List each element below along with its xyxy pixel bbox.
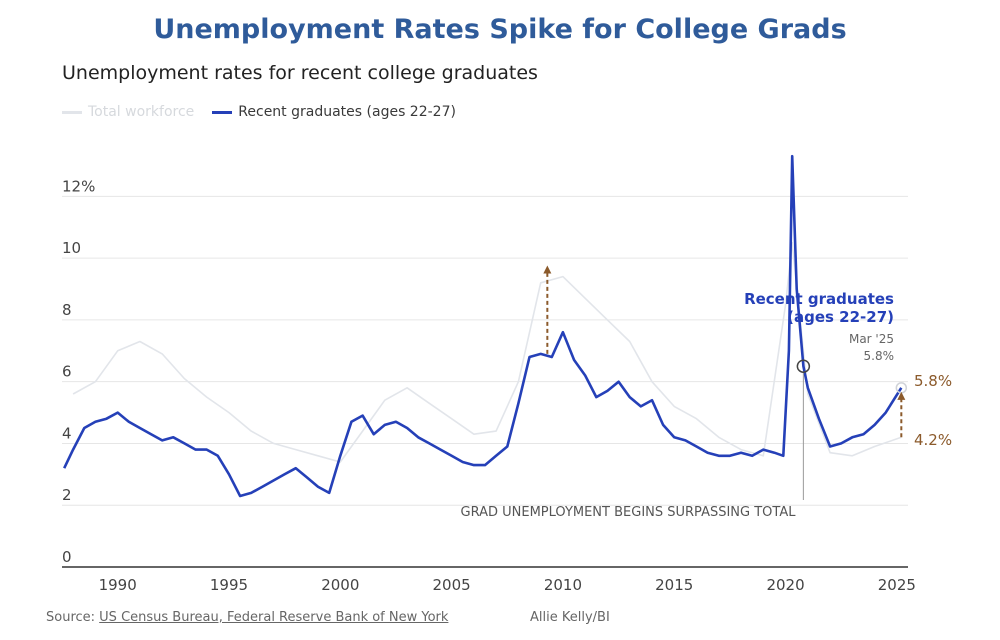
credit: Allie Kelly/BI xyxy=(530,610,610,625)
surpass-marker-circle xyxy=(796,359,811,373)
y-tick-label: 4 xyxy=(62,424,72,442)
x-tick-label: 2010 xyxy=(544,576,582,594)
source-note: Source: US Census Bureau, Federal Reserv… xyxy=(46,610,448,625)
mar25-value: 5.8% xyxy=(864,349,895,363)
headline: Unemployment Rates Spike for College Gra… xyxy=(153,14,847,45)
y-tick-label: 8 xyxy=(62,301,72,319)
series-line-grad xyxy=(63,154,903,498)
y-tick-label: 2 xyxy=(62,486,72,504)
chart-legend: Total workforce Recent graduates (ages 2… xyxy=(62,104,466,120)
recession-2009-arrowhead xyxy=(543,265,552,274)
legend-item-total: Total workforce xyxy=(62,104,194,120)
x-tick-label: 2005 xyxy=(433,576,471,594)
x-tick-label: 1995 xyxy=(210,576,248,594)
grid-lines xyxy=(62,195,908,506)
x-tick-label: 2000 xyxy=(321,576,359,594)
x-tick-label: 1990 xyxy=(99,576,137,594)
series-lines xyxy=(63,154,903,498)
gap-arrowhead xyxy=(897,391,906,400)
mar25-label: Mar '25 xyxy=(849,332,894,346)
y-tick-label: 6 xyxy=(62,363,72,381)
surpass-annotation: GRAD UNEMPLOYMENT BEGINS SURPASSING TOTA… xyxy=(461,505,797,520)
x-tick-label: 2015 xyxy=(655,576,693,594)
legend-swatch-total xyxy=(62,110,82,114)
y-tick-label: 12% xyxy=(62,177,95,195)
y-tick-label: 10 xyxy=(62,239,81,257)
grad-annotation-line1: Recent graduates xyxy=(744,290,894,308)
legend-label-grad: Recent graduates (ages 22-27) xyxy=(238,104,456,120)
right-label-grad: 5.8% xyxy=(914,372,952,390)
right-label-total: 4.2% xyxy=(914,431,952,449)
grad-annotation-line2: (ages 22-27) xyxy=(787,308,894,326)
x-axis-tick-labels: 1990 1995 2000 2005 2010 2015 2020 2025 xyxy=(99,576,916,594)
source-link[interactable]: US Census Bureau, Federal Reserve Bank o… xyxy=(99,610,449,625)
source-prefix: Source: xyxy=(46,610,100,625)
legend-item-grad: Recent graduates (ages 22-27) xyxy=(212,104,456,120)
y-tick-label: 0 xyxy=(62,548,72,566)
y-axis-tick-labels: 0 2 4 6 8 10 12% xyxy=(62,177,95,566)
x-tick-label: 2020 xyxy=(766,576,804,594)
chart-subtitle: Unemployment rates for recent college gr… xyxy=(62,62,538,84)
legend-swatch-grad xyxy=(212,110,233,114)
x-tick-label: 2025 xyxy=(878,576,916,594)
series-line-total xyxy=(72,241,902,463)
legend-label-total: Total workforce xyxy=(88,104,195,120)
